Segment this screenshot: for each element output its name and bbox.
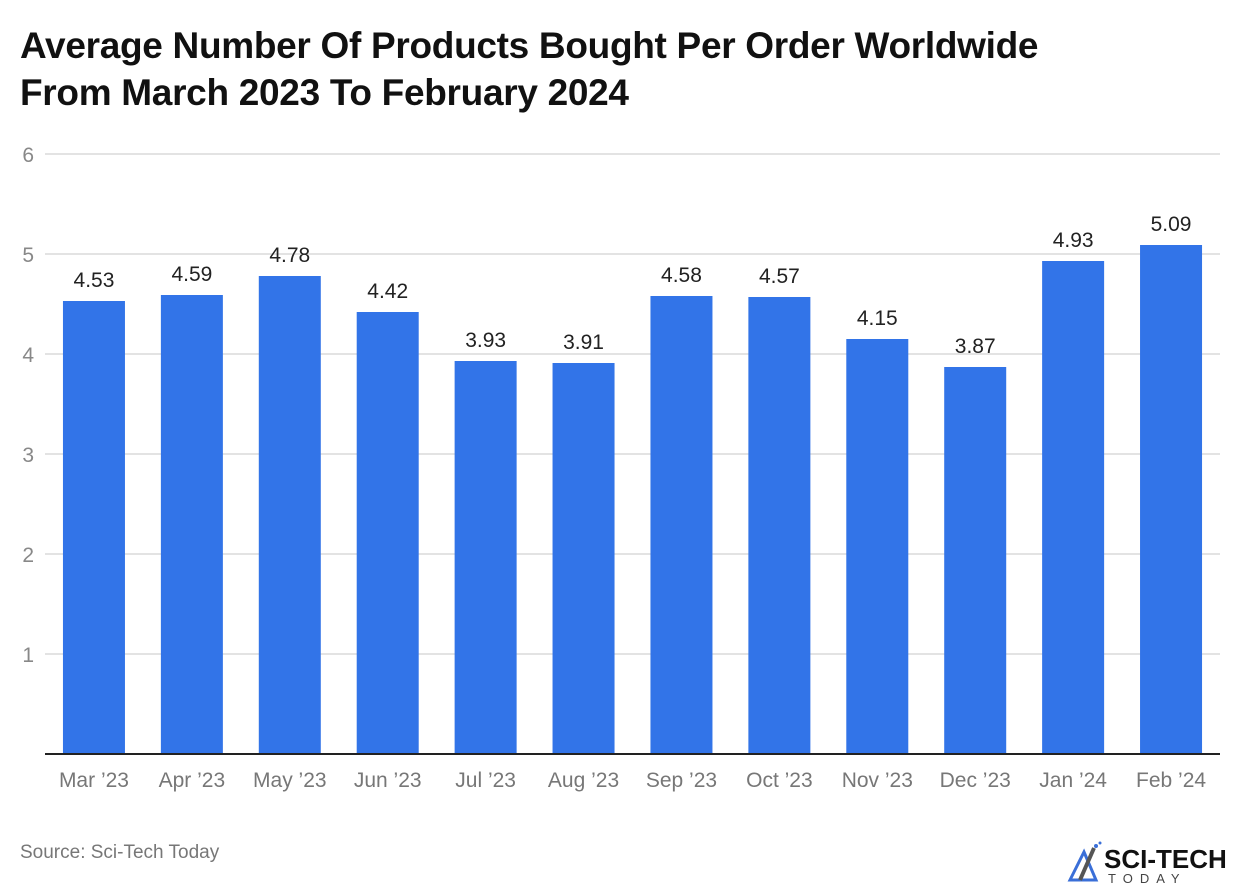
x-tick-label: Nov ’23 (842, 769, 913, 792)
x-tick-label: May ’23 (253, 769, 327, 792)
x-tick-label: Feb ’24 (1136, 769, 1206, 792)
data-label: 4.78 (269, 244, 310, 267)
x-tick-label: Apr ’23 (159, 769, 226, 792)
x-tick-label: Mar ’23 (59, 769, 129, 792)
bar (454, 361, 517, 754)
y-tick-label: 3 (22, 444, 34, 467)
svg-text:TODAY: TODAY (1108, 871, 1187, 884)
bar (552, 363, 615, 754)
bar (650, 296, 713, 754)
data-label: 4.42 (367, 280, 408, 303)
y-tick-label: 1 (22, 644, 34, 667)
title-line-1: Average Number Of Products Bought Per Or… (20, 25, 1039, 66)
data-label: 4.57 (759, 265, 800, 288)
svg-text:SCI-TECH: SCI-TECH (1104, 844, 1227, 874)
bar (846, 339, 909, 754)
x-tick-label: Sep ’23 (646, 769, 717, 792)
chart-title: Average Number Of Products Bought Per Or… (20, 22, 1039, 116)
bar (1140, 245, 1203, 754)
source-note: Source: Sci-Tech Today (20, 842, 220, 863)
bar (944, 367, 1007, 754)
sci-tech-today-logo: SCI-TECH TODAY (1067, 841, 1227, 884)
x-tick-label: Jun ’23 (354, 769, 422, 792)
x-tick-label: Jul ’23 (455, 769, 516, 792)
bar (748, 297, 811, 754)
data-label: 3.91 (563, 331, 604, 354)
bar (160, 295, 223, 754)
y-tick-label: 2 (22, 544, 34, 567)
y-tick-label: 5 (22, 244, 34, 267)
data-label: 4.15 (857, 307, 898, 330)
data-label: 5.09 (1151, 213, 1192, 236)
x-tick-label: Dec ’23 (940, 769, 1011, 792)
bar (258, 276, 321, 754)
y-tick-label: 6 (22, 144, 34, 167)
x-tick-label: Jan ’24 (1039, 769, 1107, 792)
bar (356, 312, 419, 754)
data-label: 3.93 (465, 329, 506, 352)
x-tick-label: Oct ’23 (746, 769, 813, 792)
data-label: 4.53 (74, 269, 115, 292)
x-tick-label: Aug ’23 (548, 769, 619, 792)
data-label: 3.87 (955, 335, 996, 358)
data-label: 4.59 (171, 263, 212, 286)
bar (62, 301, 125, 754)
data-label: 4.93 (1053, 229, 1094, 252)
y-tick-label: 4 (22, 344, 34, 367)
bar (1042, 261, 1105, 754)
data-label: 4.58 (661, 264, 702, 287)
title-line-2: From March 2023 To February 2024 (20, 72, 629, 113)
